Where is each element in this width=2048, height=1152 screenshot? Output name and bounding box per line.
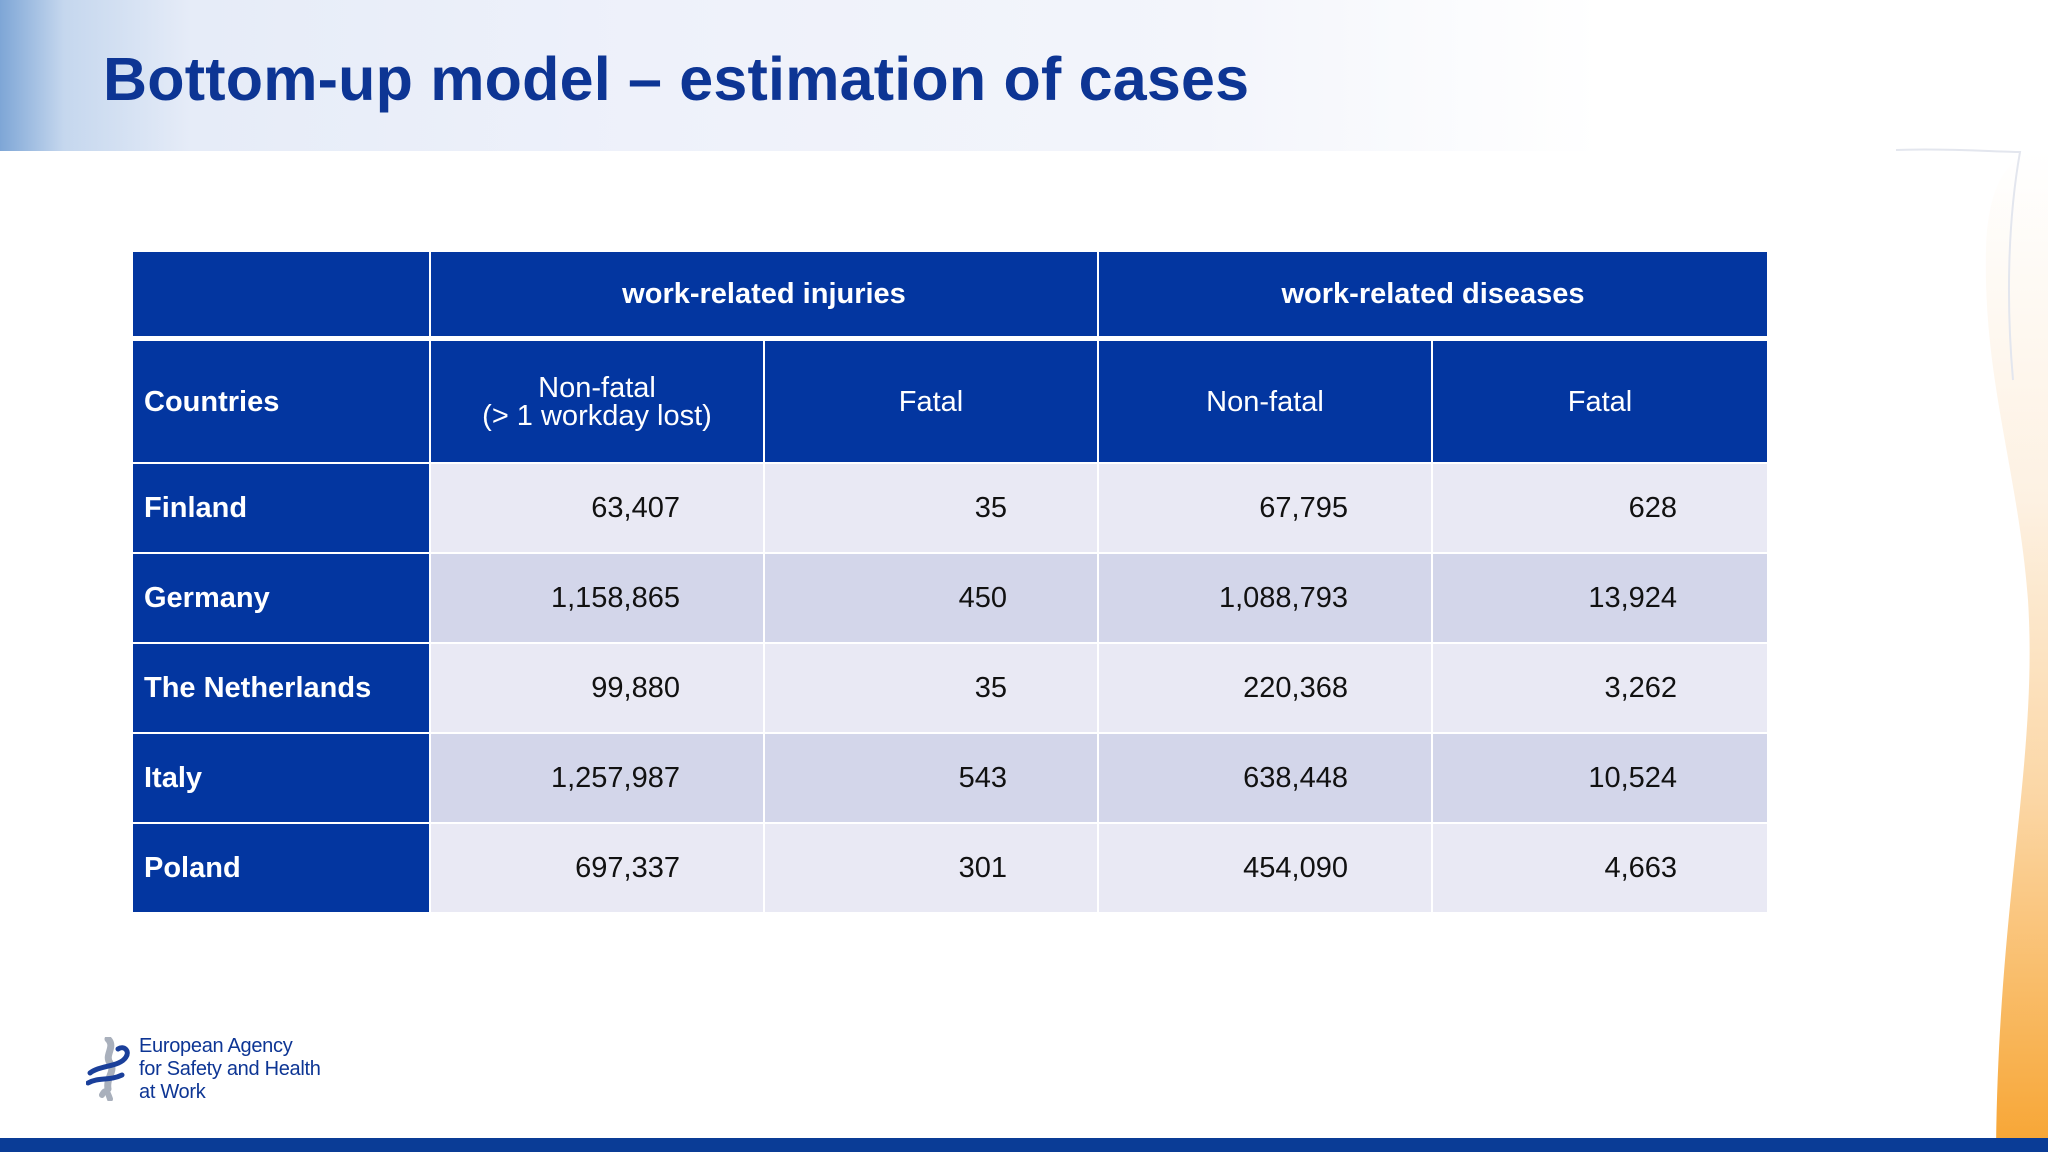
diseases-fatal-cell: 13,924 [1433, 554, 1768, 644]
countries-header: Countries [133, 341, 431, 464]
diseases-fatal-cell: 3,262 [1433, 644, 1768, 734]
injuries-fatal-cell: 450 [765, 554, 1099, 644]
injuries-fatal-header: Fatal [765, 341, 1099, 464]
slide-title: Bottom-up model – estimation of cases [103, 45, 1250, 113]
empty-header-cell [133, 252, 431, 341]
injuries-nonfatal-cell: 1,158,865 [431, 554, 765, 644]
diseases-nonfatal-cell: 1,088,793 [1099, 554, 1433, 644]
injuries-fatal-cell: 543 [765, 734, 1099, 824]
diseases-nonfatal-cell: 67,795 [1099, 464, 1433, 554]
logo-text: European Agency for Safety and Health at… [139, 1035, 321, 1104]
table-row: Germany 1,158,865 450 1,088,793 13,924 [133, 554, 1768, 644]
logo-line: European Agency [139, 1035, 293, 1057]
table-row: Italy 1,257,987 543 638,448 10,524 [133, 734, 1768, 824]
logo-line: for Safety and Health [139, 1058, 321, 1080]
table-group-header-row: work-related injuries work-related disea… [133, 252, 1768, 341]
table-sub-header-row: Countries Non-fatal (> 1 workday lost) F… [133, 341, 1768, 464]
injuries-nonfatal-line1: Non-fatal [538, 371, 656, 404]
diseases-fatal-header: Fatal [1433, 341, 1768, 464]
header-band [0, 0, 1600, 151]
agency-emblem-icon [86, 1037, 130, 1101]
diseases-nonfatal-header: Non-fatal [1099, 341, 1433, 464]
eu-osha-logo: European Agency for Safety and Health at… [86, 1033, 326, 1103]
injuries-fatal-cell: 301 [765, 824, 1099, 914]
injuries-nonfatal-header: Non-fatal (> 1 workday lost) [431, 341, 765, 464]
diseases-nonfatal-cell: 220,368 [1099, 644, 1433, 734]
table-row: Finland 63,407 35 67,795 628 [133, 464, 1768, 554]
country-cell: Germany [133, 554, 431, 644]
country-cell: Italy [133, 734, 431, 824]
diseases-nonfatal-cell: 454,090 [1099, 824, 1433, 914]
decorative-wave [1895, 148, 2048, 1152]
country-cell: The Netherlands [133, 644, 431, 734]
injuries-nonfatal-cell: 99,880 [431, 644, 765, 734]
injuries-fatal-cell: 35 [765, 644, 1099, 734]
diseases-fatal-cell: 10,524 [1433, 734, 1768, 824]
footer-bar [0, 1138, 2048, 1152]
injuries-nonfatal-cell: 697,337 [431, 824, 765, 914]
diseases-nonfatal-cell: 638,448 [1099, 734, 1433, 824]
injuries-nonfatal-cell: 63,407 [431, 464, 765, 554]
diseases-fatal-cell: 628 [1433, 464, 1768, 554]
table-row: The Netherlands 99,880 35 220,368 3,262 [133, 644, 1768, 734]
injuries-nonfatal-line2: (> 1 workday lost) [482, 399, 712, 432]
injuries-fatal-cell: 35 [765, 464, 1099, 554]
diseases-group-header: work-related diseases [1099, 252, 1768, 341]
country-cell: Finland [133, 464, 431, 554]
logo-line: at Work [139, 1081, 206, 1103]
injuries-nonfatal-cell: 1,257,987 [431, 734, 765, 824]
diseases-fatal-cell: 4,663 [1433, 824, 1768, 914]
injuries-group-header: work-related injuries [431, 252, 1099, 341]
country-cell: Poland [133, 824, 431, 914]
cases-table: work-related injuries work-related disea… [133, 252, 1768, 914]
table-row: Poland 697,337 301 454,090 4,663 [133, 824, 1768, 914]
